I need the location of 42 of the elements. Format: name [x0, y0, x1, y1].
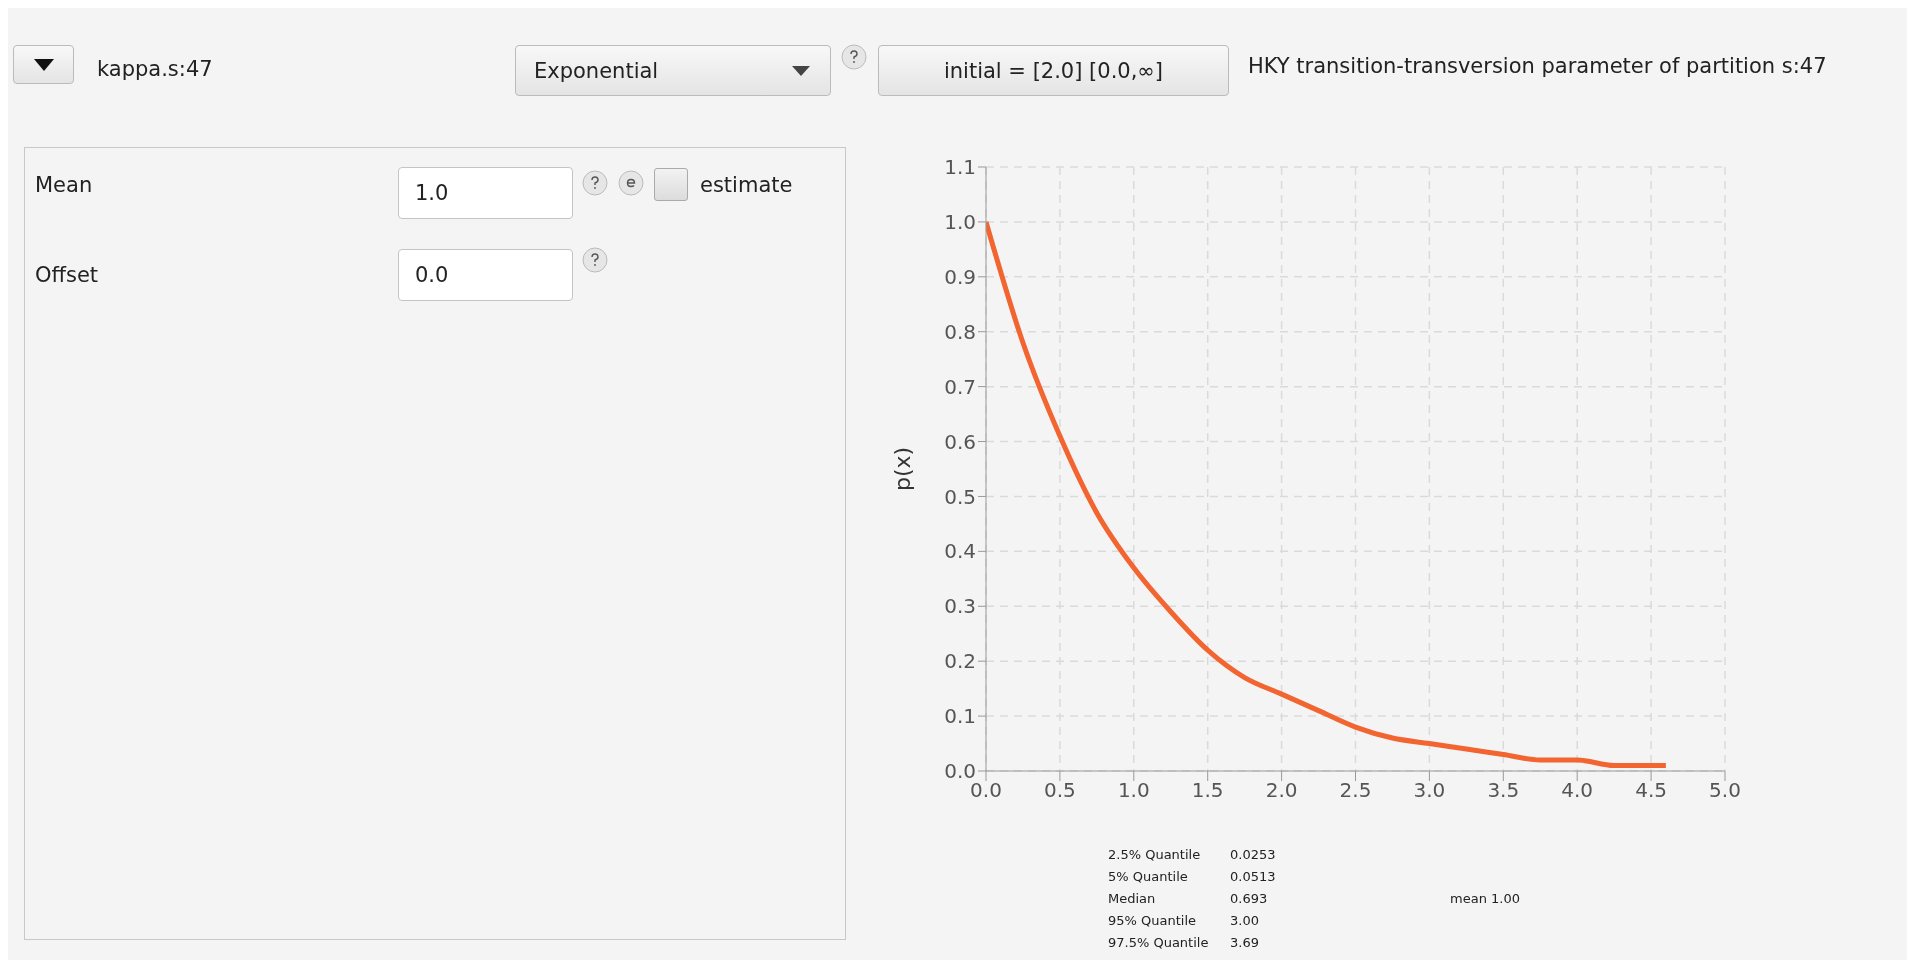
x-tick-label: 3.0 — [1413, 778, 1446, 803]
x-tick-label: 3.5 — [1487, 778, 1520, 803]
text: Mean — [35, 173, 93, 197]
text: 0.693 — [1230, 890, 1268, 906]
text: 95% Quantile — [1108, 912, 1197, 928]
text: Offset — [35, 263, 99, 287]
text: 0.0 — [398, 249, 573, 301]
y-tick-label: 1.0 — [944, 210, 976, 235]
text: mean 1.00 — [1450, 890, 1520, 906]
x-tick-label: 1.0 — [1117, 778, 1150, 803]
x-tick-label: 2.0 — [1265, 778, 1298, 803]
x-tick-label: 5.0 — [1709, 778, 1741, 803]
x-tick-label: 0.5 — [1043, 778, 1076, 803]
x-tick-label: 1.5 — [1191, 778, 1224, 803]
text: Exponential — [534, 58, 659, 83]
y-tick-label: 0.6 — [944, 429, 976, 454]
x-tick-label: 4.0 — [1561, 778, 1594, 803]
y-tick-label: 0.4 — [944, 539, 976, 564]
text: HKY transition-transversion parameter of partition s:47 — [1248, 54, 1827, 78]
y-tick-label: 0.9 — [944, 264, 976, 289]
y-axis-title: p(x) — [889, 446, 915, 492]
y-tick-label: 0.2 — [944, 649, 976, 674]
y-tick-label: 1.1 — [944, 155, 976, 180]
y-tick-label: 0.5 — [944, 484, 976, 509]
y-tick-label: 0.7 — [944, 374, 976, 399]
x-tick-label: 2.5 — [1339, 778, 1372, 803]
y-tick-label: 0.8 — [944, 319, 976, 344]
y-tick-label: 0.1 — [944, 704, 976, 729]
y-tick-label: 0.3 — [944, 594, 976, 619]
text: 2.5% Quantile — [1108, 846, 1201, 862]
text: 97.5% Quantile — [1108, 934, 1209, 950]
text: estimate — [700, 173, 793, 197]
text: 3.00 — [1230, 912, 1259, 928]
text: Median — [1108, 890, 1156, 906]
text: 5% Quantile — [1108, 868, 1188, 884]
text: 1.0 — [398, 167, 573, 219]
text: 0.0253 — [1230, 846, 1276, 862]
x-tick-label: 4.5 — [1635, 778, 1668, 803]
text: kappa.s:47 — [97, 57, 213, 81]
text: initial = [2.0] [0.0,∞] — [878, 45, 1229, 96]
text: 3.69 — [1230, 934, 1259, 950]
text: 0.0513 — [1230, 868, 1276, 884]
